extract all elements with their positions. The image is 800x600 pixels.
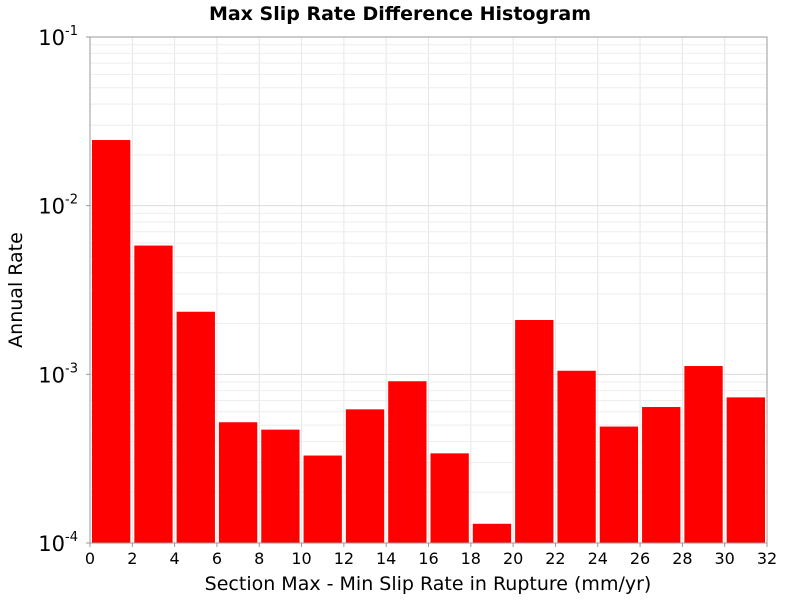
x-tick-label: 2 bbox=[127, 549, 137, 568]
x-tick-label: 18 bbox=[461, 549, 481, 568]
bar bbox=[599, 426, 639, 543]
bar bbox=[134, 245, 173, 543]
x-tick-label: 26 bbox=[630, 549, 650, 568]
bars bbox=[92, 140, 765, 543]
y-axis: 10-4 10-3 10-2 10-1 bbox=[38, 24, 90, 556]
y-tick-label: 10-2 bbox=[38, 193, 78, 219]
x-tick-label: 28 bbox=[672, 549, 692, 568]
x-tick-label: 30 bbox=[715, 549, 735, 568]
bar bbox=[92, 140, 131, 543]
bar bbox=[345, 409, 385, 543]
bar bbox=[261, 429, 300, 543]
bar bbox=[218, 422, 258, 543]
x-tick-label: 0 bbox=[85, 549, 95, 568]
x-tick-label: 6 bbox=[212, 549, 222, 568]
bar bbox=[684, 366, 723, 543]
x-tick-label: 20 bbox=[503, 549, 523, 568]
x-tick-label: 32 bbox=[757, 549, 777, 568]
y-tick-label: 10-4 bbox=[38, 530, 78, 556]
y-tick-label: 10-1 bbox=[38, 24, 78, 50]
bar bbox=[430, 453, 469, 543]
x-tick-label: 4 bbox=[170, 549, 180, 568]
y-axis-label: Annual Rate bbox=[5, 232, 27, 348]
bar bbox=[642, 407, 681, 543]
x-tick-label: 12 bbox=[334, 549, 354, 568]
x-tick-label: 10 bbox=[291, 549, 311, 568]
bar bbox=[472, 523, 512, 543]
bar bbox=[303, 455, 342, 543]
x-axis-label: Section Max - Min Slip Rate in Rupture (… bbox=[205, 573, 652, 595]
bar bbox=[515, 319, 554, 543]
x-tick-label: 14 bbox=[376, 549, 396, 568]
x-tick-label: 8 bbox=[254, 549, 264, 568]
x-tick-label: 22 bbox=[545, 549, 565, 568]
x-tick-label: 16 bbox=[418, 549, 438, 568]
bar bbox=[176, 311, 215, 543]
x-axis: 0 2 4 6 8 10 12 14 16 18 20 22 24 26 28 30 32 bbox=[85, 543, 777, 568]
bar bbox=[388, 381, 427, 543]
x-tick-label: 24 bbox=[588, 549, 608, 568]
chart-title: Max Slip Rate Difference Histogram bbox=[209, 3, 591, 25]
bar bbox=[726, 397, 765, 543]
y-tick-label: 10-3 bbox=[38, 361, 78, 387]
bar bbox=[557, 370, 596, 543]
